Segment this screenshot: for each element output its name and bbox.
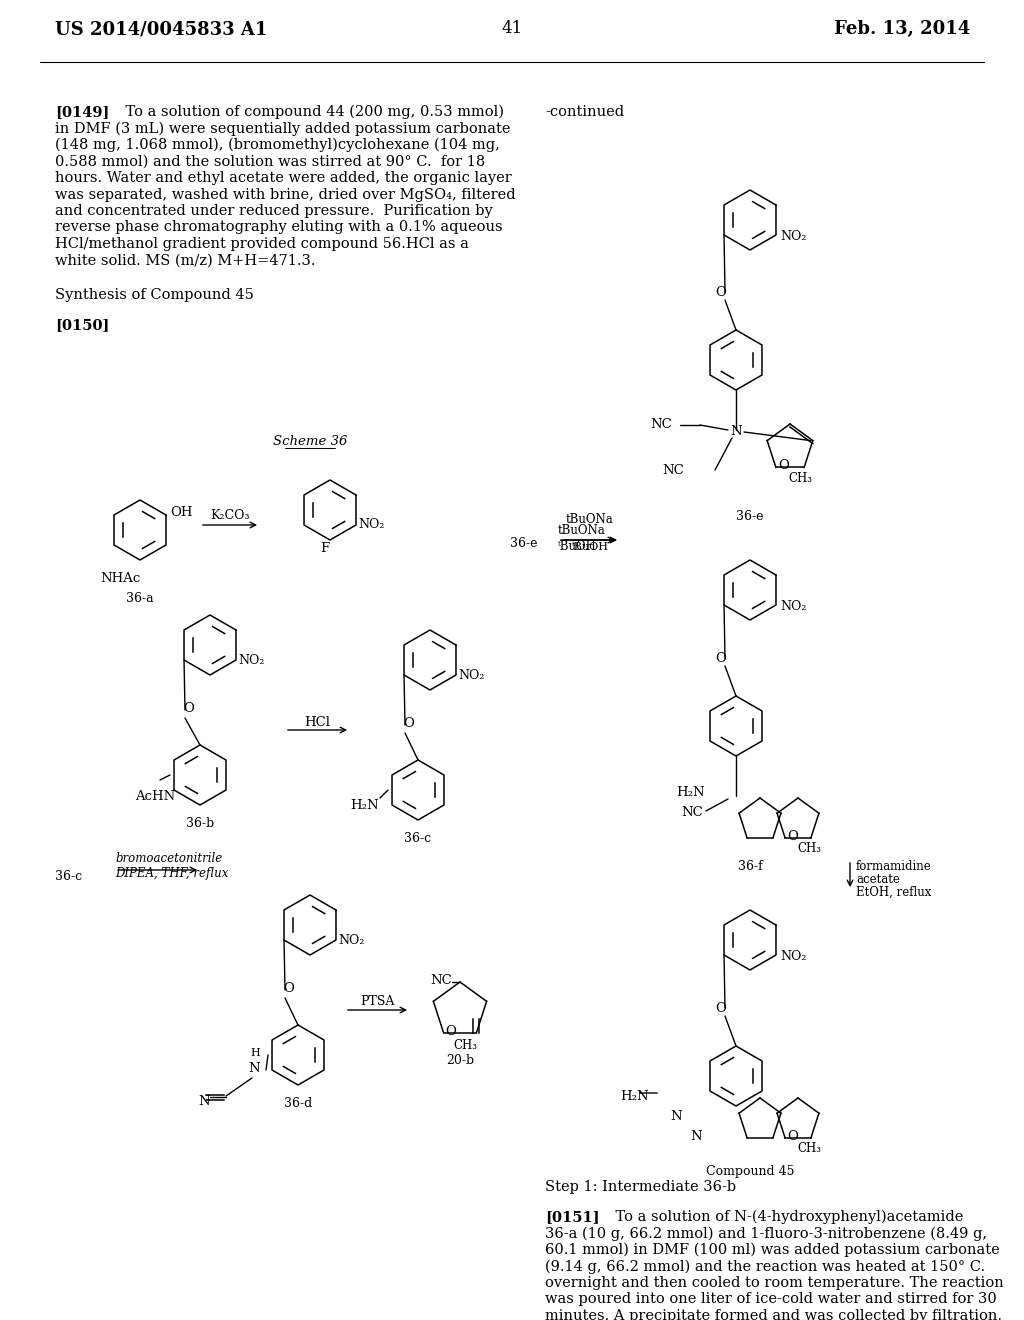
Text: -continued: -continued — [545, 106, 624, 119]
Text: 36-f: 36-f — [737, 861, 763, 873]
Text: reverse phase chromatography eluting with a 0.1% aqueous: reverse phase chromatography eluting wit… — [55, 220, 503, 235]
Text: EtOH, reflux: EtOH, reflux — [856, 886, 932, 899]
Text: [0151]: [0151] — [545, 1209, 600, 1224]
Text: H₂N: H₂N — [620, 1090, 648, 1104]
Text: 36-e: 36-e — [510, 537, 538, 550]
Text: N: N — [730, 425, 741, 438]
Text: and concentrated under reduced pressure.  Purification by: and concentrated under reduced pressure.… — [55, 205, 493, 218]
Text: US 2014/0045833 A1: US 2014/0045833 A1 — [55, 20, 267, 38]
Text: O: O — [715, 652, 726, 665]
Text: 36-a: 36-a — [126, 591, 154, 605]
Text: H₂N: H₂N — [350, 799, 379, 812]
Text: F: F — [321, 543, 330, 554]
Text: O: O — [403, 717, 414, 730]
Text: NC: NC — [681, 807, 702, 818]
Text: O: O — [778, 459, 788, 473]
Text: white solid. MS (m/z) M+H=471.3.: white solid. MS (m/z) M+H=471.3. — [55, 253, 315, 268]
Text: H: H — [250, 1048, 260, 1059]
Text: O: O — [715, 286, 726, 300]
Text: NO₂: NO₂ — [780, 950, 806, 964]
Text: O: O — [283, 982, 294, 995]
Text: HCl/methanol gradient provided compound 56.HCl as a: HCl/methanol gradient provided compound … — [55, 238, 469, 251]
Text: minutes. A precipitate formed and was collected by filtration,: minutes. A precipitate formed and was co… — [545, 1308, 1002, 1320]
Text: bromoacetonitrile: bromoacetonitrile — [115, 851, 222, 865]
Text: in DMF (3 mL) were sequentially added potassium carbonate: in DMF (3 mL) were sequentially added po… — [55, 121, 511, 136]
Text: was separated, washed with brine, dried over MgSO₄, filtered: was separated, washed with brine, dried … — [55, 187, 516, 202]
Text: Scheme 36: Scheme 36 — [272, 436, 347, 447]
Text: tBuONa: tBuONa — [558, 524, 606, 537]
Text: 41: 41 — [502, 20, 522, 37]
Text: O: O — [787, 830, 798, 842]
Text: O: O — [787, 1130, 798, 1143]
Text: N: N — [248, 1063, 260, 1074]
Text: OH: OH — [170, 506, 193, 519]
Text: CH₃: CH₃ — [787, 473, 812, 486]
Text: NO₂: NO₂ — [780, 601, 806, 612]
Text: To a solution of N-(4-hydroxyphenyl)acetamide: To a solution of N-(4-hydroxyphenyl)acet… — [597, 1209, 964, 1224]
Text: NO₂: NO₂ — [780, 230, 806, 243]
Text: N: N — [670, 1110, 682, 1123]
Text: NO₂: NO₂ — [338, 935, 365, 946]
Text: formamidine: formamidine — [856, 861, 932, 873]
Text: 60.1 mmol) in DMF (100 ml) was added potassium carbonate: 60.1 mmol) in DMF (100 ml) was added pot… — [545, 1242, 999, 1257]
Text: CH₃: CH₃ — [797, 842, 821, 855]
Text: (9.14 g, 66.2 mmol) and the reaction was heated at 150° C.: (9.14 g, 66.2 mmol) and the reaction was… — [545, 1259, 985, 1274]
Text: acetate: acetate — [856, 873, 900, 886]
Text: 36-c: 36-c — [55, 870, 82, 883]
Text: 36-d: 36-d — [284, 1097, 312, 1110]
Text: ᵗBuOH: ᵗBuOH — [571, 543, 608, 552]
Text: N: N — [690, 1130, 701, 1143]
Text: overnight and then cooled to room temperature. The reaction: overnight and then cooled to room temper… — [545, 1275, 1004, 1290]
Text: NO₂: NO₂ — [458, 669, 484, 682]
Text: 0.588 mmol) and the solution was stirred at 90° C.  for 18: 0.588 mmol) and the solution was stirred… — [55, 154, 485, 169]
Text: [0150]: [0150] — [55, 318, 110, 331]
Text: Step 1: Intermediate 36-b: Step 1: Intermediate 36-b — [545, 1180, 736, 1195]
Text: CH₃: CH₃ — [797, 1142, 821, 1155]
Text: hours. Water and ethyl acetate were added, the organic layer: hours. Water and ethyl acetate were adde… — [55, 172, 512, 185]
Text: 36-c: 36-c — [404, 832, 431, 845]
Text: NO₂: NO₂ — [358, 517, 384, 531]
Text: 36-b: 36-b — [186, 817, 214, 830]
Text: NC: NC — [430, 974, 452, 987]
Text: N: N — [198, 1096, 210, 1107]
Text: 36-a (10 g, 66.2 mmol) and 1-fluoro-3-nitrobenzene (8.49 g,: 36-a (10 g, 66.2 mmol) and 1-fluoro-3-ni… — [545, 1226, 987, 1241]
Text: CH₃: CH₃ — [454, 1039, 477, 1052]
Text: AcHN: AcHN — [135, 789, 175, 803]
Text: tBuONa: tBuONa — [566, 513, 613, 525]
Text: ᵗBuOH: ᵗBuOH — [558, 540, 597, 553]
Text: Compound 45: Compound 45 — [706, 1166, 795, 1177]
Text: DIPEA, THF, reflux: DIPEA, THF, reflux — [115, 867, 228, 880]
Text: HCl: HCl — [304, 715, 330, 729]
Text: (148 mg, 1.068 mmol), (bromomethyl)cyclohexane (104 mg,: (148 mg, 1.068 mmol), (bromomethyl)cyclo… — [55, 139, 500, 152]
Text: 20-b: 20-b — [445, 1053, 474, 1067]
Text: O: O — [445, 1024, 457, 1038]
Text: Feb. 13, 2014: Feb. 13, 2014 — [834, 20, 970, 38]
Text: 36-e: 36-e — [736, 510, 764, 523]
Text: O: O — [183, 702, 194, 715]
Text: NO₂: NO₂ — [238, 653, 264, 667]
Text: O: O — [715, 1002, 726, 1015]
Text: K₂CO₃: K₂CO₃ — [210, 510, 250, 521]
Text: H₂N: H₂N — [676, 785, 705, 799]
Text: NC: NC — [662, 465, 684, 477]
Text: PTSA: PTSA — [359, 995, 394, 1008]
Text: was poured into one liter of ice-cold water and stirred for 30: was poured into one liter of ice-cold wa… — [545, 1292, 996, 1307]
Text: Synthesis of Compound 45: Synthesis of Compound 45 — [55, 288, 254, 302]
Text: [0149]: [0149] — [55, 106, 110, 119]
Text: To a solution of compound 44 (200 mg, 0.53 mmol): To a solution of compound 44 (200 mg, 0.… — [106, 106, 504, 119]
Text: NHAc: NHAc — [100, 572, 140, 585]
Text: NC: NC — [650, 418, 672, 432]
